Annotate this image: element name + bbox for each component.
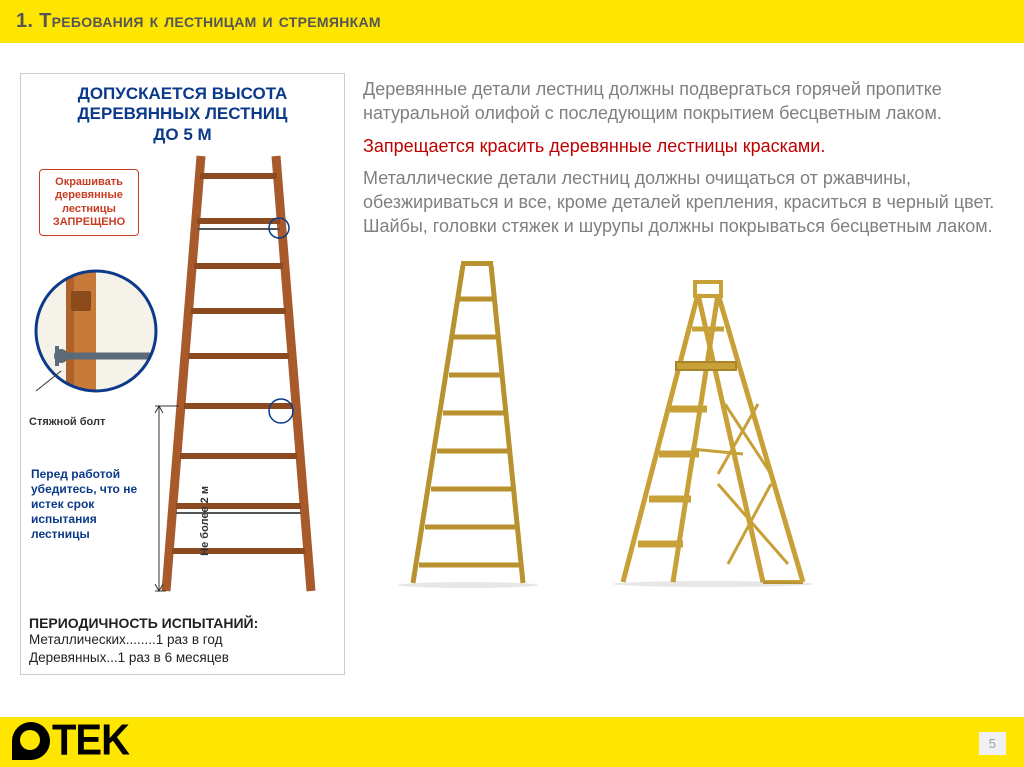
dtek-logo: TEK <box>12 718 129 763</box>
forbidden-note-box: Окрашивать деревянные лестницы ЗАПРЕЩЕНО <box>39 169 139 236</box>
paragraph-1: Деревянные детали лестниц должны подверг… <box>363 77 1004 126</box>
check-validity-note: Перед работой убедитесь, что не истек ср… <box>31 467 156 542</box>
periodicity-block: ПЕРИОДИЧНОСТЬ ИСПЫТАНИЙ: Металлических..… <box>29 615 336 666</box>
bolt-detail-diagram <box>31 261 161 411</box>
content-area: ДОПУСКАЕТСЯ ВЫСОТА ДЕРЕВЯННЫХ ЛЕСТНИЦ ДО… <box>0 43 1024 675</box>
step-ladder-icon <box>603 274 833 589</box>
periodicity-metal: Металлических........1 раз в год <box>29 631 336 649</box>
title-bar: 1. Требования к лестницам и стремянкам <box>0 0 1024 43</box>
left-column: ДОПУСКАЕТСЯ ВЫСОТА ДЕРЕВЯННЫХ ЛЕСТНИЦ ДО… <box>20 73 345 675</box>
page-number: 5 <box>979 732 1006 755</box>
logo-d-icon <box>12 722 50 760</box>
poster-title-line1: ДОПУСКАЕТСЯ ВЫСОТА <box>29 84 336 104</box>
poster-title: ДОПУСКАЕТСЯ ВЫСОТА ДЕРЕВЯННЫХ ЛЕСТНИЦ ДО… <box>29 84 336 145</box>
poster-title-line2: ДЕРЕВЯННЫХ ЛЕСТНИЦ <box>29 104 336 124</box>
poster-body: Окрашивать деревянные лестницы ЗАПРЕЩЕНО <box>29 151 336 601</box>
wooden-ladder-diagram <box>151 151 326 596</box>
dimension-label: Не более 2 м <box>199 486 211 556</box>
straight-ladder-icon <box>383 259 553 589</box>
paragraph-3: Металлические детали лестниц должны очищ… <box>363 166 1004 239</box>
bolt-label: Стяжной болт <box>29 416 105 428</box>
poster-title-line3: ДО 5 М <box>29 125 336 145</box>
right-column: Деревянные детали лестниц должны подверг… <box>363 73 1004 675</box>
paragraph-2-warning: Запрещается красить деревянные лестницы … <box>363 134 1004 158</box>
ladder-photos-row <box>363 259 1004 589</box>
safety-poster: ДОПУСКАЕТСЯ ВЫСОТА ДЕРЕВЯННЫХ ЛЕСТНИЦ ДО… <box>20 73 345 675</box>
periodicity-title: ПЕРИОДИЧНОСТЬ ИСПЫТАНИЙ: <box>29 615 336 631</box>
periodicity-wood: Деревянных...1 раз в 6 месяцев <box>29 649 336 667</box>
logo-text: TEK <box>52 716 129 766</box>
footer-bar <box>0 717 1024 767</box>
page-title: 1. Требования к лестницам и стремянкам <box>16 10 381 32</box>
